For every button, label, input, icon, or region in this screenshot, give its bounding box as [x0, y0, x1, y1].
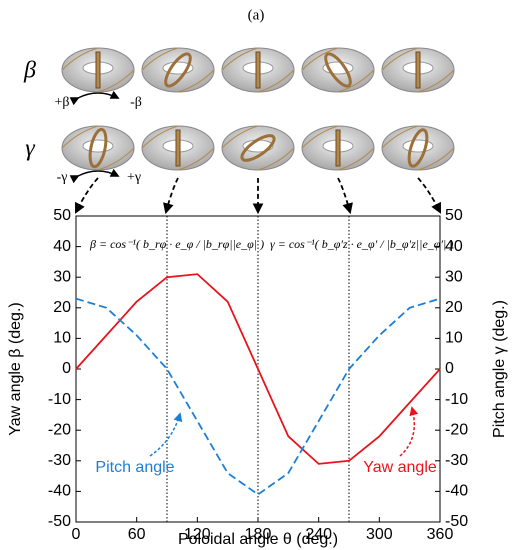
- direction-label: +γ: [127, 170, 141, 185]
- coil-line: [381, 125, 455, 171]
- y2-tick-label: -10: [445, 391, 468, 408]
- coil: [415, 51, 421, 89]
- series-label-arrow: [399, 406, 419, 457]
- pointer-arrow: [163, 177, 179, 215]
- row-label: β: [23, 58, 36, 84]
- coil-line: [61, 47, 135, 93]
- y2-axis-title: Pitch angle γ (deg.): [491, 300, 508, 438]
- x-axis-title: Poloidal angle θ (deg.): [178, 531, 338, 548]
- y2-tick-label: 30: [445, 268, 463, 285]
- x-tick-label: 300: [366, 526, 393, 543]
- torus-hole: [82, 139, 114, 153]
- series-line: [75, 273, 441, 465]
- coil: [335, 129, 341, 167]
- y-tick-label: -50: [48, 513, 71, 530]
- y2-tick-label: -50: [445, 513, 468, 530]
- coil-line: [221, 47, 295, 93]
- y2-tick-label: -40: [445, 483, 468, 500]
- x-tick-label: 60: [128, 526, 146, 543]
- y-tick-label: -40: [48, 483, 71, 500]
- series-label-arrow: [149, 412, 183, 457]
- torus-hole: [402, 139, 434, 153]
- series-label: Yaw angle: [363, 459, 437, 476]
- x-tick-label: 240: [305, 526, 332, 543]
- coil-line: [221, 125, 295, 171]
- coil-line: [141, 47, 215, 93]
- x-tick-label: 180: [245, 526, 272, 543]
- series-line: [75, 297, 441, 496]
- direction-label: +β: [54, 95, 69, 110]
- y2-tick-label: 0: [445, 360, 454, 377]
- coil: [407, 128, 429, 168]
- coil: [164, 52, 192, 88]
- y-tick-label: -30: [48, 452, 71, 469]
- y-tick-label: 0: [62, 360, 71, 377]
- coil-line: [381, 47, 455, 93]
- coil-line: [61, 125, 135, 171]
- x-tick-label: 0: [72, 526, 81, 543]
- rotation-arrow: [69, 168, 120, 184]
- coil: [255, 51, 261, 89]
- y-tick-label: 20: [53, 299, 71, 316]
- y-tick-label: 10: [53, 330, 71, 347]
- coil-line: [301, 125, 375, 171]
- pointer-arrow: [417, 177, 441, 214]
- y-tick-label: 50: [53, 207, 71, 224]
- y-axis-title: Yaw angle β (deg.): [7, 302, 24, 435]
- rotation-arrow: [69, 90, 120, 106]
- panel-label: (a): [248, 7, 265, 23]
- y-tick-label: 30: [53, 268, 71, 285]
- formula: β = cos⁻¹( b_rφ · e_φ / |b_rφ||e_φ| ): [89, 237, 264, 251]
- y-tick-label: -10: [48, 391, 71, 408]
- coil: [324, 52, 352, 88]
- coil: [95, 51, 101, 89]
- x-tick-label: 120: [184, 526, 211, 543]
- coil: [240, 134, 276, 162]
- y2-tick-label: 40: [445, 238, 463, 255]
- coil-line: [301, 47, 375, 93]
- torus-illustrations: [61, 47, 455, 171]
- y2-tick-label: 20: [445, 299, 463, 316]
- coil: [88, 127, 108, 169]
- y-tick-label: -20: [48, 421, 71, 438]
- row-label: γ: [25, 136, 35, 162]
- pointer-arrow: [75, 177, 99, 214]
- x-tick-label: 360: [427, 526, 454, 543]
- y-tick-label: 40: [53, 238, 71, 255]
- y2-tick-label: -20: [445, 421, 468, 438]
- formula: γ = cos⁻¹( b_φ′z · e_φ′ / |b_φ′z||e_φ′| …: [270, 237, 453, 251]
- direction-label: -γ: [57, 170, 68, 185]
- series-label: Pitch angle: [95, 459, 174, 476]
- direction-label: -β: [130, 95, 142, 110]
- coil: [175, 129, 181, 167]
- y2-tick-label: -30: [445, 452, 468, 469]
- coil-line: [141, 125, 215, 171]
- y2-tick-label: 50: [445, 207, 463, 224]
- y2-tick-label: 10: [445, 330, 463, 347]
- plot: 0 60 120 180 240 300 360-50-40-30-20-100102030…: [7, 177, 508, 548]
- pointer-arrow: [337, 177, 353, 215]
